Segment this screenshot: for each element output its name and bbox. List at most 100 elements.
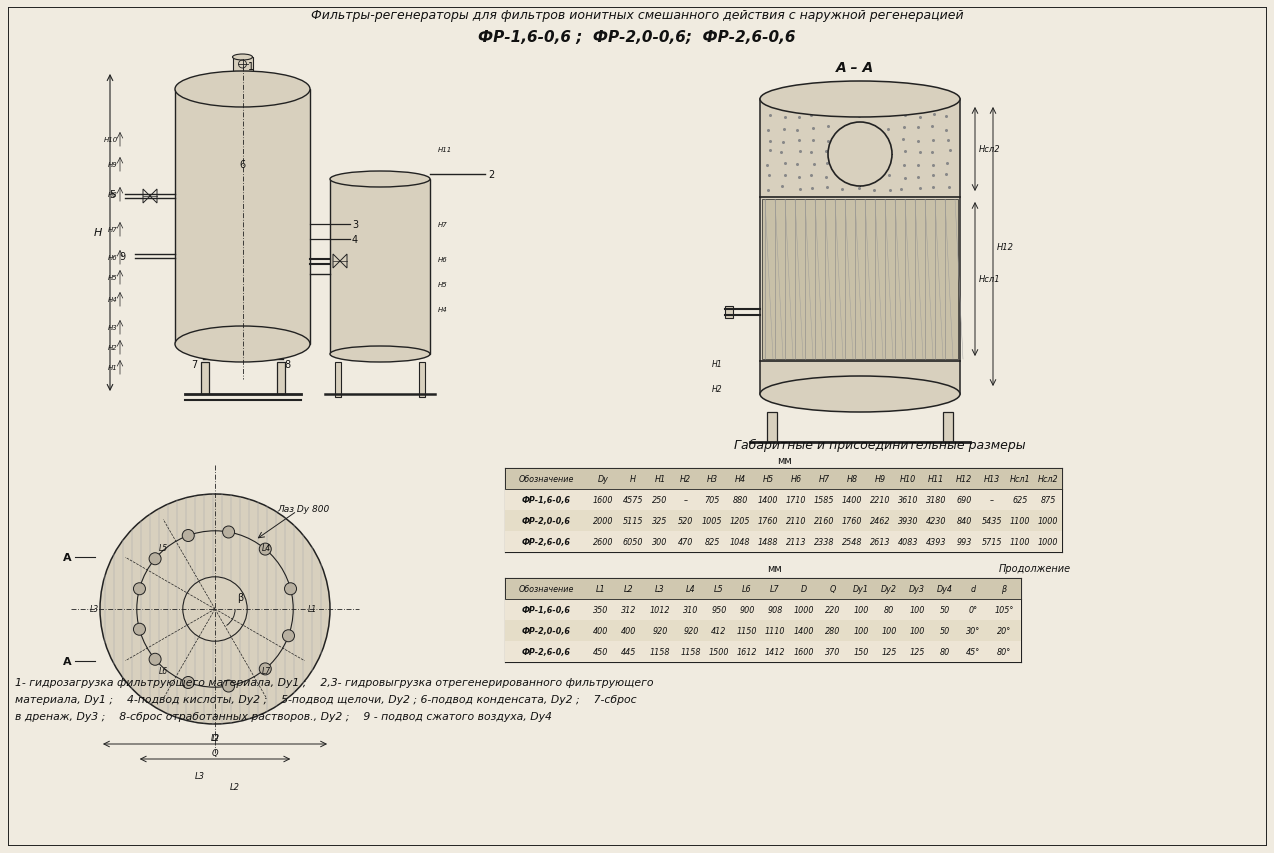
Text: 105°: 105° (994, 606, 1014, 614)
Text: L4: L4 (687, 584, 696, 594)
Text: ФР-1,6-0,6: ФР-1,6-0,6 (521, 606, 571, 614)
Text: A: A (64, 656, 73, 666)
Text: H7: H7 (438, 222, 447, 228)
Text: H12: H12 (998, 243, 1014, 252)
Text: L3: L3 (655, 584, 665, 594)
Ellipse shape (330, 346, 431, 363)
Text: Dy2: Dy2 (882, 584, 897, 594)
Text: 100: 100 (910, 626, 925, 635)
Text: 2548: 2548 (842, 537, 862, 547)
Bar (505, 468, 1063, 490)
Text: 9: 9 (118, 252, 125, 262)
Text: 1005: 1005 (702, 516, 722, 525)
Text: 1600: 1600 (592, 496, 613, 504)
Text: 8: 8 (284, 360, 290, 369)
Text: материала, Dy1 ;    4-подвод кислоты, Dy2 ;    5-подвод щелочи, Dy2 ; 6-подвод к: материала, Dy1 ; 4-подвод кислоты, Dy2 ;… (15, 694, 637, 705)
Text: H: H (93, 229, 102, 238)
Text: Q: Q (829, 584, 836, 594)
Text: β: β (1001, 584, 1006, 594)
Text: H13: H13 (984, 474, 1000, 484)
Text: 280: 280 (826, 626, 841, 635)
Text: 1000: 1000 (1038, 537, 1059, 547)
Circle shape (134, 583, 145, 595)
Text: 125: 125 (882, 647, 897, 656)
Text: 1158: 1158 (650, 647, 670, 656)
Text: 2600: 2600 (592, 537, 613, 547)
Text: –: – (683, 496, 688, 504)
Text: 1400: 1400 (842, 496, 862, 504)
Text: 1158: 1158 (680, 647, 701, 656)
Text: L6: L6 (159, 666, 168, 676)
Circle shape (182, 577, 247, 641)
Text: 100: 100 (854, 626, 869, 635)
Text: 705: 705 (705, 496, 720, 504)
Text: мм: мм (768, 563, 782, 573)
Text: L5: L5 (715, 584, 724, 594)
Text: 5: 5 (108, 189, 115, 200)
Text: L1: L1 (308, 605, 317, 614)
Bar (335, 363, 341, 397)
Text: L7: L7 (771, 584, 780, 594)
Bar (505, 578, 1020, 600)
Text: 2210: 2210 (870, 496, 891, 504)
Text: 4575: 4575 (623, 496, 643, 504)
Text: 125: 125 (910, 647, 925, 656)
Bar (419, 363, 426, 397)
Circle shape (149, 653, 161, 665)
Text: Нсл2: Нсл2 (1038, 474, 1059, 484)
Text: 100: 100 (854, 606, 869, 614)
Text: 2613: 2613 (870, 537, 891, 547)
Text: 1150: 1150 (736, 626, 757, 635)
Text: 1000: 1000 (1038, 516, 1059, 525)
Bar (505, 600, 1020, 620)
Circle shape (182, 530, 194, 542)
Text: 950: 950 (711, 606, 726, 614)
Text: 520: 520 (678, 516, 693, 525)
Text: 1488: 1488 (758, 537, 778, 547)
Circle shape (828, 123, 892, 187)
Text: 0°: 0° (968, 606, 977, 614)
Text: Нсл1: Нсл1 (1010, 474, 1031, 484)
Text: 3180: 3180 (926, 496, 947, 504)
Text: 1100: 1100 (1010, 537, 1031, 547)
Bar (505, 620, 1020, 641)
Text: Нсл1: Нсл1 (978, 276, 1000, 284)
Text: ФР-1,6-0,6: ФР-1,6-0,6 (521, 496, 571, 504)
Text: H1: H1 (108, 364, 118, 370)
Text: 2113: 2113 (786, 537, 806, 547)
Text: H10: H10 (899, 474, 916, 484)
Text: 370: 370 (826, 647, 841, 656)
Text: –: – (990, 496, 994, 504)
Bar (505, 510, 1063, 531)
Text: Dy1: Dy1 (854, 584, 869, 594)
Text: Dy: Dy (854, 106, 866, 115)
Text: H4: H4 (108, 297, 118, 303)
Text: 4: 4 (352, 235, 358, 245)
Text: 100: 100 (882, 626, 897, 635)
Circle shape (260, 543, 271, 555)
Text: L2: L2 (624, 584, 633, 594)
Text: 1500: 1500 (708, 647, 729, 656)
Circle shape (99, 495, 330, 724)
Ellipse shape (175, 72, 310, 107)
Text: 250: 250 (652, 496, 668, 504)
Text: 3610: 3610 (898, 496, 919, 504)
Text: ФР-2,0-0,6: ФР-2,0-0,6 (521, 626, 571, 635)
Ellipse shape (761, 376, 961, 413)
Text: 2160: 2160 (814, 516, 834, 525)
Text: H3: H3 (707, 474, 717, 484)
Bar (232, 58, 252, 72)
Text: 5715: 5715 (982, 537, 1003, 547)
Bar (200, 363, 209, 395)
Circle shape (134, 624, 145, 635)
Text: H7: H7 (818, 474, 829, 484)
Text: H11: H11 (438, 147, 452, 153)
Text: 5435: 5435 (982, 516, 1003, 525)
Text: 2338: 2338 (814, 537, 834, 547)
Circle shape (149, 553, 161, 565)
Text: H1: H1 (655, 474, 665, 484)
Text: Лаз Dy 800: Лаз Dy 800 (276, 504, 329, 513)
Text: H7: H7 (108, 227, 118, 233)
Bar (943, 413, 953, 443)
Text: L2: L2 (210, 734, 219, 742)
